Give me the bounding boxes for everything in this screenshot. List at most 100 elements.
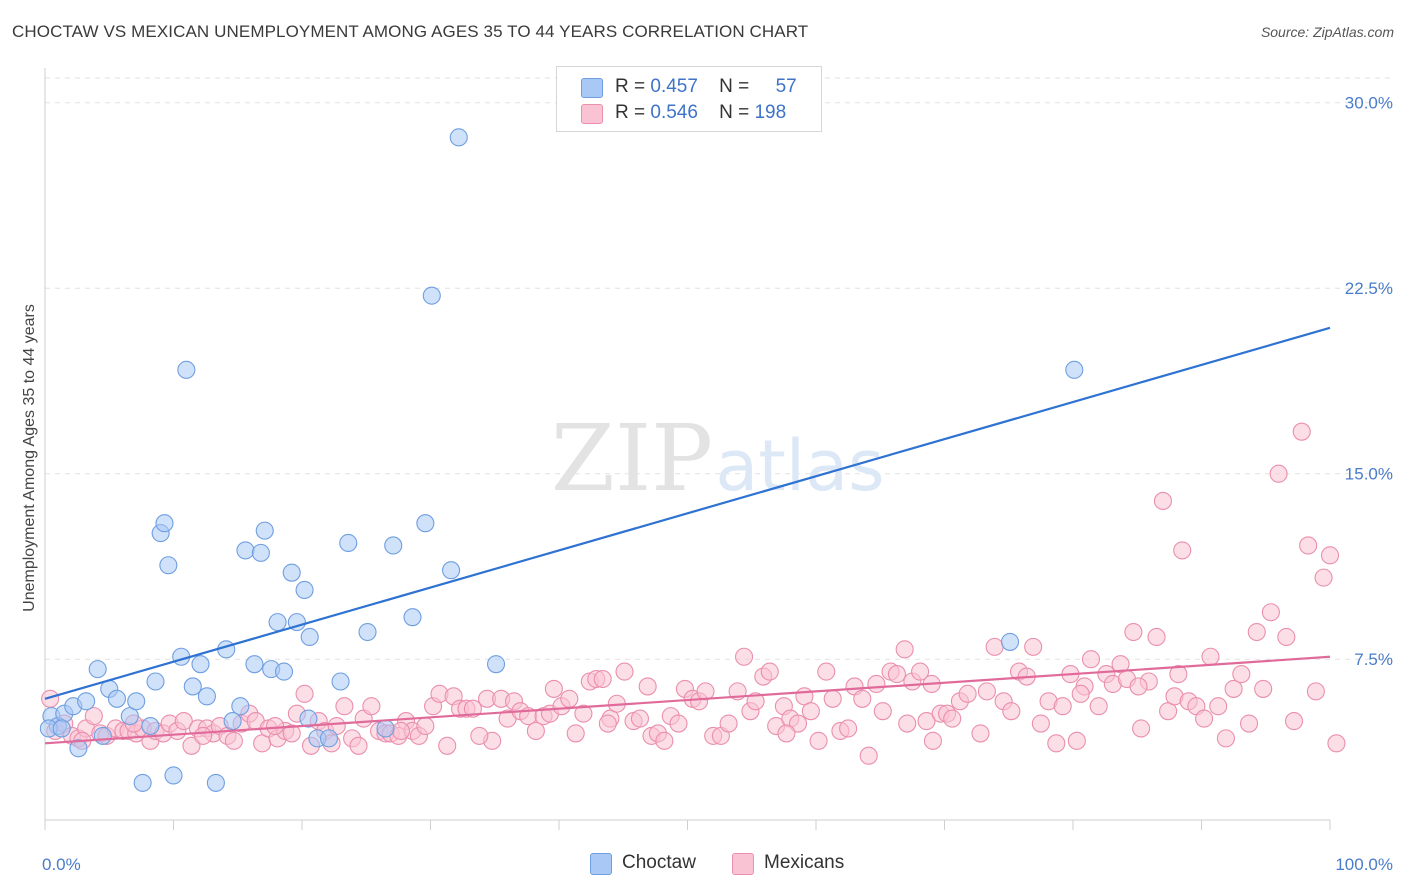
- mexicans-point: [224, 731, 243, 750]
- mexicans-point: [1002, 702, 1021, 721]
- mexicans-point: [1269, 464, 1288, 483]
- mexicans-point: [1292, 422, 1311, 441]
- mexicans-point: [823, 689, 842, 708]
- mexicans-point: [1053, 697, 1072, 716]
- mexicans-point: [1224, 679, 1243, 698]
- mexicans-point: [1327, 734, 1346, 753]
- y-tick-label: 22.5%: [1345, 279, 1393, 298]
- chart-title: CHOCTAW VS MEXICAN UNEMPLOYMENT AMONG AG…: [12, 22, 809, 41]
- choctaw-point: [245, 655, 264, 674]
- mexicans-point: [985, 637, 1004, 656]
- mexicans-point: [1031, 714, 1050, 733]
- choctaw-point: [416, 514, 435, 533]
- choctaw-point: [88, 660, 107, 679]
- mexicans-point: [295, 684, 314, 703]
- watermark-atlas: atlas: [715, 425, 884, 507]
- mexicans-point: [887, 665, 907, 684]
- mexicans-point: [895, 640, 914, 659]
- legend-n-value: 198: [754, 102, 787, 123]
- x-tick-label-min: 0.0%: [42, 855, 81, 874]
- legend-r-value: 0.546: [650, 102, 698, 123]
- choctaw-point: [384, 536, 403, 555]
- watermark-zip: ZIP: [551, 405, 713, 512]
- mexicans-point: [1314, 568, 1333, 587]
- mexicans-point: [1024, 637, 1043, 656]
- mexicans-point: [335, 697, 354, 716]
- choctaw-point: [442, 561, 461, 580]
- mexicans-point: [1089, 697, 1108, 716]
- mexicans-point: [566, 724, 585, 743]
- legend-n-label: N =: [719, 76, 750, 97]
- mexicans-point: [1195, 709, 1214, 728]
- mexicans-point: [958, 684, 977, 703]
- mexicans-point: [777, 724, 796, 743]
- choctaw-point: [1000, 632, 1020, 651]
- choctaw-point: [197, 687, 216, 706]
- mexicans-point: [526, 721, 545, 741]
- legend-r-label: R =: [615, 76, 646, 97]
- choctaw-point: [1065, 360, 1084, 379]
- mexicans-point: [1201, 647, 1220, 666]
- mexicans-point: [470, 726, 489, 745]
- mexicans-point: [438, 736, 457, 755]
- mexicans-point: [282, 724, 301, 743]
- mexicans-point: [898, 714, 917, 733]
- legend-r-value: 0.457: [650, 76, 698, 97]
- mexicans-point: [194, 726, 213, 745]
- choctaw-point: [93, 726, 112, 745]
- mexicans-point: [1129, 677, 1148, 696]
- mexicans-point: [463, 699, 482, 718]
- mexicans-point: [1067, 731, 1086, 750]
- mexicans-point: [1169, 665, 1188, 684]
- choctaw-point: [486, 655, 506, 674]
- mexicans-point: [1284, 712, 1304, 731]
- choctaw-point: [231, 697, 250, 716]
- mexicans-point: [817, 662, 836, 681]
- choctaw-point: [299, 709, 318, 728]
- mexicans-point: [859, 746, 878, 765]
- choctaw-trend-line: [44, 326, 1331, 700]
- mexicans-point: [873, 702, 892, 721]
- mexicans-point: [977, 682, 996, 701]
- mexicans-point: [719, 714, 738, 733]
- mexicans-point: [746, 692, 765, 711]
- mexicans-point: [809, 731, 828, 750]
- trend-lines: [44, 326, 1331, 745]
- mexicans-point: [1277, 627, 1296, 647]
- mexicans-point: [760, 662, 779, 681]
- mexicans-point: [84, 707, 103, 726]
- choctaw-point: [146, 672, 165, 691]
- choctaw-point: [274, 662, 294, 681]
- choctaw-point: [339, 533, 358, 553]
- mexicans-point: [544, 679, 563, 698]
- x-tick-label-max: 100.0%: [1335, 855, 1393, 874]
- choctaw-point: [268, 613, 287, 632]
- series-mexicans: [41, 422, 1346, 765]
- choctaw-point: [127, 692, 146, 711]
- mexicans-point: [853, 689, 872, 708]
- mexicans-point: [1173, 541, 1192, 560]
- bottom-legend-label-mexicans: Mexicans: [764, 852, 845, 873]
- mexicans-point: [630, 709, 650, 728]
- mexicans-point: [174, 712, 193, 731]
- choctaw-point: [282, 563, 301, 582]
- choctaw-point: [422, 286, 441, 305]
- legend-n-value: 57: [775, 76, 797, 97]
- choctaw-point: [177, 360, 196, 379]
- mexicans-point: [638, 677, 657, 696]
- mexicans-point: [593, 669, 612, 689]
- choctaw-point: [300, 627, 319, 647]
- series-choctaw: [39, 128, 1084, 792]
- choctaw-point: [403, 608, 422, 627]
- bottom-legend-label-choctaw: Choctaw: [622, 852, 696, 873]
- mexicans-point: [1216, 729, 1235, 748]
- mexicans-point: [788, 714, 808, 733]
- y-tick-label: 15.0%: [1345, 465, 1393, 484]
- mexicans-point: [1320, 546, 1340, 565]
- choctaw-point: [77, 692, 96, 711]
- y-tick-label: 7.5%: [1354, 650, 1393, 669]
- mexicans-point: [41, 689, 60, 708]
- mexicans-point: [560, 689, 579, 708]
- mexicans-point: [416, 716, 435, 736]
